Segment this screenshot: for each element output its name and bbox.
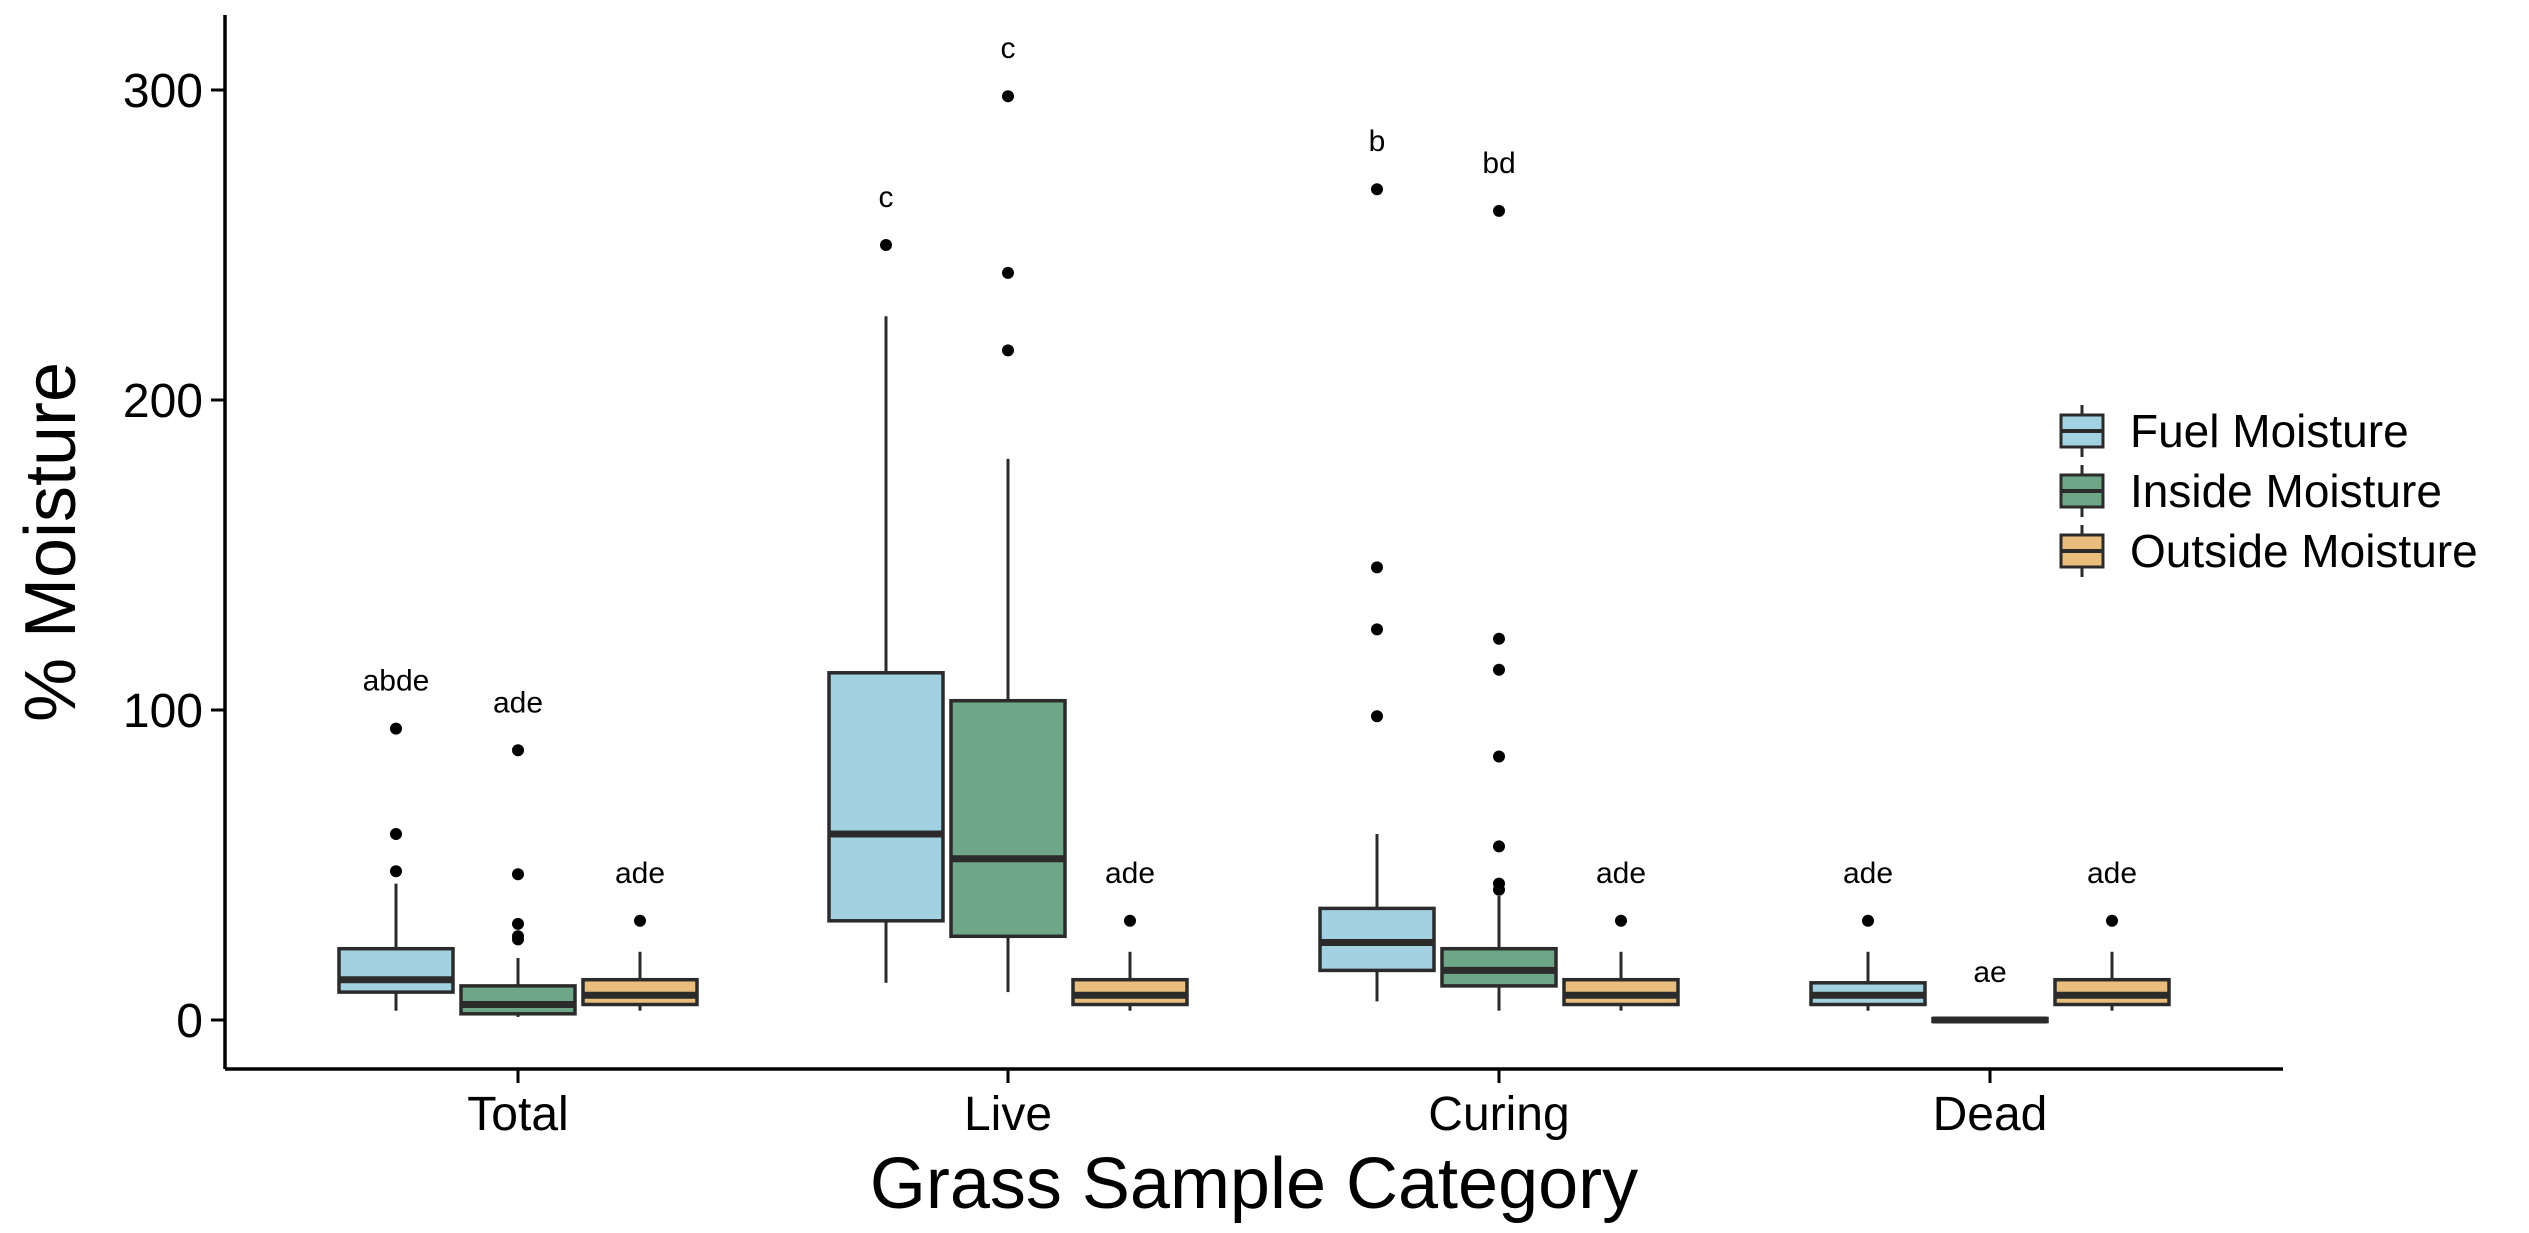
outlier-point xyxy=(1862,914,1874,927)
outlier-point xyxy=(1002,90,1014,103)
outlier-point xyxy=(1493,750,1505,763)
outlier-point xyxy=(1493,663,1505,676)
outlier-point xyxy=(512,917,524,930)
box-inside-moisture-live xyxy=(949,90,1067,993)
box-inside-moisture-total xyxy=(459,744,577,1017)
significance-label: ade xyxy=(2087,857,2137,890)
box-inside-moisture-dead xyxy=(1931,1016,2049,1024)
significance-label: ade xyxy=(1105,857,1155,890)
y-tick-label: 300 xyxy=(123,65,203,118)
significance-label: ae xyxy=(1973,956,2006,989)
outlier-point xyxy=(880,239,892,251)
legend-item-inside-moisture: Inside Moisture xyxy=(2059,465,2442,517)
axes: 0 100 200 300 Total Live Curing Dead Grass Sampl… xyxy=(11,15,2283,1224)
box-inside-moisture-curing xyxy=(1440,204,1558,1011)
box-body xyxy=(459,984,577,1016)
outlier-point xyxy=(1371,623,1383,636)
box-fuel-moisture-live xyxy=(827,239,945,983)
outlier-point xyxy=(1493,840,1505,853)
legend-label: Inside Moisture xyxy=(2130,465,2442,517)
outlier-point xyxy=(512,930,524,943)
x-tick-label: Dead xyxy=(1933,1088,2048,1141)
box-outside-moisture-curing xyxy=(1562,914,1680,1011)
outlier-point xyxy=(390,828,402,840)
outlier-point xyxy=(390,865,402,878)
box-body xyxy=(949,698,1067,939)
outlier-point xyxy=(1371,710,1383,723)
legend-item-fuel-moisture: Fuel Moisture xyxy=(2059,405,2409,457)
outlier-point xyxy=(1493,632,1505,645)
significance-label: abde xyxy=(363,665,430,698)
y-tick-label: 200 xyxy=(123,375,203,428)
y-tick-label: 100 xyxy=(123,685,203,738)
outlier-point xyxy=(390,722,402,735)
outlier-point xyxy=(1493,877,1505,890)
outlier-point xyxy=(512,744,524,757)
outlier-point xyxy=(1371,183,1383,196)
outlier-point xyxy=(1615,914,1627,927)
x-tick-label: Live xyxy=(964,1088,1052,1141)
y-axis-title: % Moisture xyxy=(11,362,91,722)
significance-label: ade xyxy=(615,857,665,890)
box-outside-moisture-total xyxy=(581,914,699,1011)
box-fuel-moisture-total xyxy=(337,722,455,1011)
legend-item-outside-moisture: Outside Moisture xyxy=(2059,525,2478,577)
legend: Fuel Moisture Inside Moisture Outside Mois… xyxy=(2059,405,2478,577)
box-outside-moisture-live xyxy=(1071,914,1189,1011)
significance-label: c xyxy=(879,181,894,214)
outlier-point xyxy=(512,868,524,881)
outlier-point xyxy=(1002,344,1014,357)
outlier-point xyxy=(634,914,646,927)
significance-label: b xyxy=(1369,125,1386,158)
x-tick-label: Curing xyxy=(1428,1088,1569,1141)
outlier-point xyxy=(2106,914,2118,927)
significance-label: ade xyxy=(1843,857,1893,890)
box-fuel-moisture-dead xyxy=(1809,914,1927,1011)
boxes xyxy=(337,90,2171,1024)
box-fuel-moisture-curing xyxy=(1318,183,1436,1002)
x-tick-label: Total xyxy=(467,1088,568,1141)
x-axis-title: Grass Sample Category xyxy=(870,1144,1638,1224)
significance-labels: abde c b ade ade c bd ae ade ade ade ade xyxy=(363,32,2137,989)
outlier-point xyxy=(1493,204,1505,217)
outlier-point xyxy=(1124,914,1136,927)
box-body xyxy=(337,946,455,994)
significance-label: ade xyxy=(493,686,543,719)
legend-label: Outside Moisture xyxy=(2130,525,2478,577)
outlier-point xyxy=(1371,561,1383,574)
legend-label: Fuel Moisture xyxy=(2130,405,2409,457)
significance-label: ade xyxy=(1596,857,1646,890)
significance-label: bd xyxy=(1482,147,1515,180)
y-tick-label: 0 xyxy=(176,995,203,1048)
significance-label: c xyxy=(1001,32,1016,65)
outlier-point xyxy=(1002,266,1014,279)
box-body xyxy=(827,671,945,923)
box-outside-moisture-dead xyxy=(2053,914,2171,1011)
